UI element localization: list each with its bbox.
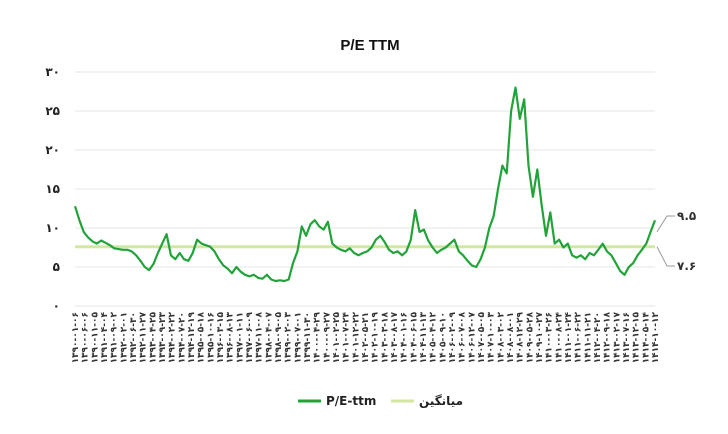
x-tick-label: ۱۳۹۶-۰۸-۱۳ xyxy=(226,311,236,363)
y-axis-ticks: ۰ ۵ ۱۰ ۱۵ ۲۰ ۲۵ ۳۰ xyxy=(45,65,60,313)
x-tick-label: ۱۴۱۳-۱۲-۱۵ xyxy=(632,311,642,363)
x-tick-label: ۱۴۰۲-۰۵-۲۱ xyxy=(361,312,371,363)
x-tick-label: ۱۴۱۱-۰۶-۲۲ xyxy=(574,311,584,363)
x-tick-label: ۱۴۰۹-۱۰-۲۷ xyxy=(535,311,545,363)
y-tick-label: ۱۰ xyxy=(45,221,60,235)
x-tick-label: ۱۴۰۱-۱۲-۲۲ xyxy=(351,311,361,363)
x-tick-label: ۱۳۹۲-۰۲-۰۱ xyxy=(119,312,129,363)
x-tick-label: ۱۳۹۵-۰۵-۱۸ xyxy=(197,311,207,363)
x-tick-label: ۱۴۱۲-۰۴-۲۰ xyxy=(593,312,603,363)
x-tick-label: ۱۴۰۳-۰۸-۱۷ xyxy=(390,311,400,363)
x-axis-ticks: ۱۳۹۰-۰۱-۰۶ ۱۳۹۰-۰۶-۰۶ ۱۳۹۰-۱۱-۰۵ ۱۳۹۱-۰۴-۰۴… xyxy=(71,311,661,363)
data-label-leader xyxy=(656,215,675,233)
legend-label-pe-ttm: P/E-ttm xyxy=(326,394,376,408)
x-tick-label: ۱۴۱۱-۰۱-۲۴ xyxy=(564,311,574,363)
x-tick-label: ۱۳۹۲-۱۱-۲۷ xyxy=(139,311,149,363)
x-tick-label: ۱۳۹۶-۰۳-۱۵ xyxy=(216,311,226,363)
x-tick-label: ۱۴۱۴-۰۵-۱۴ xyxy=(641,311,651,363)
x-tick-label: ۱۴۰۹-۰۵-۲۸ xyxy=(525,311,535,363)
x-tick-label: ۱۴۰۸-۱۲-۲۹ xyxy=(516,311,526,363)
chart-title: P/E TTM xyxy=(340,37,399,54)
x-tick-label: ۱۳۹۱-۰۹-۰۲ xyxy=(110,311,120,363)
x-tick-label: ۱۴۰۱-۰۲-۲۵ xyxy=(332,311,342,363)
x-tick-label: ۱۴۰۶-۰۲-۰۹ xyxy=(448,311,458,363)
x-tick-label: ۱۴۱۲-۰۹-۱۸ xyxy=(603,311,613,363)
x-tick-label: ۱۴۰۸-۰۳-۰۲ xyxy=(496,311,506,363)
data-label-leader xyxy=(656,246,675,267)
x-tick-label: ۱۴۱۴-۱۰-۱۲ xyxy=(651,311,661,363)
y-tick-label: ۰ xyxy=(53,299,60,313)
x-tick-label: ۱۴۱۳-۰۲-۱۷ xyxy=(612,311,622,363)
x-tick-label: ۱۴۱۳-۰۷-۱۶ xyxy=(622,312,632,363)
x-tick-label: ۱۴۰۰-۰۹-۲۷ xyxy=(322,311,332,363)
x-tick-label: ۱۴۰۷-۰۵-۰۵ xyxy=(477,311,487,363)
x-tick-label: ۱۳۹۰-۰۱-۰۶ xyxy=(71,312,81,363)
x-tick-label: ۱۴۰۶-۰۷-۰۸ xyxy=(458,311,468,363)
series-line-pe-ttm xyxy=(73,86,657,283)
gridlines xyxy=(75,71,655,307)
x-tick-label: ۱۳۹۲-۰۶-۳۰ xyxy=(129,312,139,363)
x-tick-label: ۱۴۰۵-۰۴-۱۲ xyxy=(429,311,439,363)
x-tick-label: ۱۳۹۹-۰۲-۰۳ xyxy=(284,311,294,363)
y-tick-label: ۱۵ xyxy=(45,182,60,196)
x-tick-label: ۱۳۹۰-۱۱-۰۵ xyxy=(90,311,100,363)
x-tick-label: ۱۴۰۸-۰۸-۰۱ xyxy=(506,312,516,363)
x-tick-label: ۱۴۱۰-۰۳-۲۶ xyxy=(545,312,555,363)
annotations: ۹.۵ ۷.۶ xyxy=(656,209,696,273)
x-tick-label: ۱۳۹۳-۰۴-۲۵ xyxy=(148,311,158,363)
x-tick-label: ۱۳۹۴-۱۲-۱۹ xyxy=(187,311,197,363)
x-tick-label: ۱۳۹۴-۰۷-۲۰ xyxy=(177,312,187,363)
x-tick-label: ۱۴۱۱-۱۱-۲۱ xyxy=(583,312,593,363)
x-tick-label: ۱۳۹۷-۰۶-۰۹ xyxy=(245,311,255,363)
legend: P/E-ttm میانگین xyxy=(298,394,463,408)
x-tick-label: ۱۳۹۹-۱۱-۳۰ xyxy=(303,312,313,363)
x-tick-label: ۱۴۰۵-۰۹-۱۰ xyxy=(438,312,448,363)
legend-label-average: میانگین xyxy=(419,394,463,408)
x-tick-label: ۱۳۹۹-۰۷-۰۱ xyxy=(293,312,303,363)
y-tick-label: ۲۵ xyxy=(45,104,60,118)
x-tick-label: ۱۴۰۴-۰۶-۱۵ xyxy=(409,311,419,363)
series-layer xyxy=(73,86,657,283)
data-label: ۹.۵ xyxy=(677,209,696,223)
y-tick-label: ۳۰ xyxy=(45,65,60,79)
x-tick-label: ۱۴۰۰-۰۴-۲۹ xyxy=(313,311,323,363)
data-label: ۷.۶ xyxy=(677,259,696,273)
x-tick-label: ۱۴۰۲-۱۰-۱۹ xyxy=(371,311,381,363)
x-tick-label: ۱۳۹۱-۰۴-۰۴ xyxy=(100,311,110,363)
y-tick-label: ۵ xyxy=(53,260,60,274)
x-tick-label: ۱۴۱۰-۰۸-۲۴ xyxy=(554,311,564,363)
x-tick-label: ۱۳۹۷-۱۱-۰۸ xyxy=(255,311,265,363)
x-tick-label: ۱۴۰۱-۰۷-۲۴ xyxy=(342,311,352,363)
x-tick-label: ۱۴۰۶-۱۲-۰۷ xyxy=(467,311,477,363)
x-tick-label: ۱۳۹۷-۰۱-۱۱ xyxy=(235,312,245,363)
x-tick-label: ۱۴۰۷-۱۰-۰۳ xyxy=(487,311,497,363)
x-tick-label: ۱۴۰۴-۱۱-۱۳ xyxy=(419,311,429,363)
x-tick-label: ۱۳۹۳-۰۹-۲۳ xyxy=(158,311,168,363)
x-tick-label: ۱۳۹۵-۱۰-۱۶ xyxy=(206,312,216,363)
x-tick-label: ۱۴۰۳-۰۳-۱۸ xyxy=(380,311,390,363)
y-tick-label: ۲۰ xyxy=(45,143,60,157)
x-tick-label: ۱۳۹۰-۰۶-۰۶ xyxy=(81,312,91,363)
x-tick-label: ۱۳۹۸-۰۹-۰۵ xyxy=(274,311,284,363)
x-tick-label: ۱۳۹۸-۰۴-۰۷ xyxy=(264,311,274,363)
x-tick-label: ۱۴۰۴-۰۱-۱۶ xyxy=(400,312,410,363)
x-tick-label: ۱۳۹۴-۰۲-۲۲ xyxy=(168,311,178,363)
